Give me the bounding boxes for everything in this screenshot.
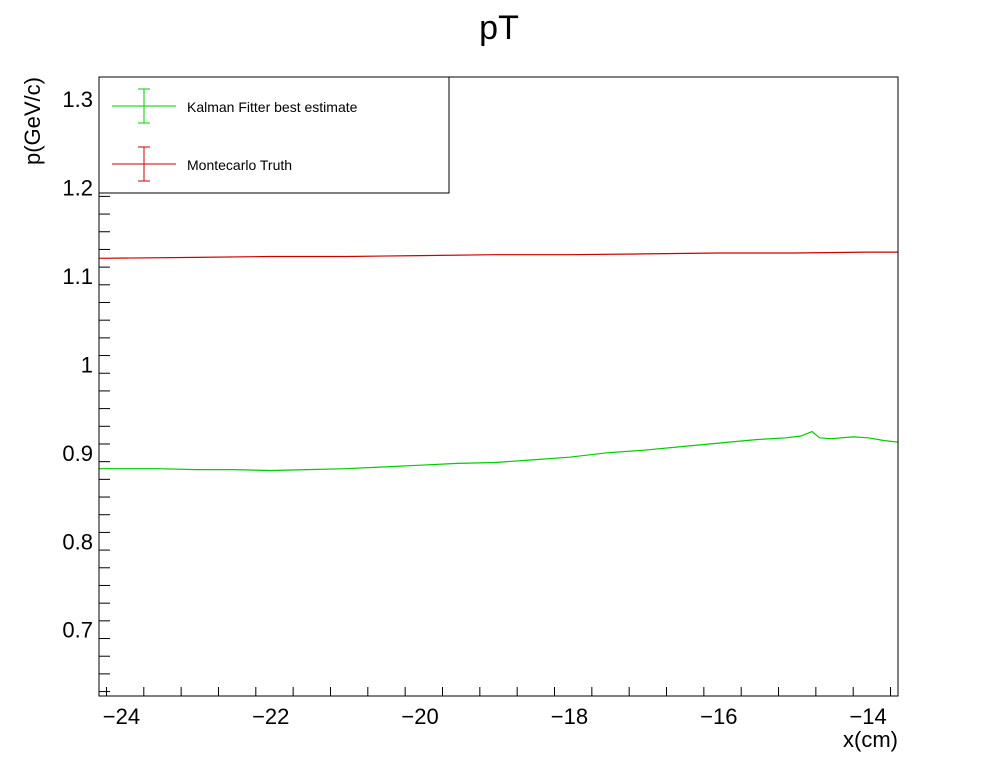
legend-label-kalman: Kalman Fitter best estimate xyxy=(187,99,358,115)
x-tick-label: −22 xyxy=(252,704,289,729)
y-tick-label: 1 xyxy=(81,352,93,377)
x-axis: −24 −22 −20 −18 −16 −14 xyxy=(103,687,892,729)
y-axis-label: p(GeV/c) xyxy=(20,77,45,165)
y-axis: 0.7 0.8 0.9 1 1.1 1.2 1.3 xyxy=(62,87,110,693)
legend: Kalman Fitter best estimate Montecarlo T… xyxy=(98,76,450,194)
y-tick-label: 0.8 xyxy=(62,529,93,554)
x-tick-label: −14 xyxy=(849,704,886,729)
chart-title: pT xyxy=(479,9,519,47)
y-tick-label: 1.1 xyxy=(62,264,93,289)
y-tick-label: 1.2 xyxy=(62,176,93,201)
x-tick-label: −18 xyxy=(551,704,588,729)
plot-frame xyxy=(98,76,899,697)
legend-entry-truth: Montecarlo Truth xyxy=(112,146,292,182)
y-tick-label: 1.3 xyxy=(62,87,93,112)
series-line-truth xyxy=(98,251,898,259)
series-line-kalman xyxy=(99,430,899,472)
legend-box xyxy=(98,76,450,194)
x-tick-label: −16 xyxy=(700,704,737,729)
legend-marker-kalman xyxy=(112,88,176,124)
legend-entry-kalman: Kalman Fitter best estimate xyxy=(112,88,358,124)
legend-marker-truth xyxy=(112,146,176,182)
legend-label-truth: Montecarlo Truth xyxy=(187,157,292,173)
y-tick-label: 0.7 xyxy=(62,618,93,643)
y-tick-label: 0.9 xyxy=(62,441,93,466)
x-axis-label: x(cm) xyxy=(843,727,898,752)
plot-area xyxy=(98,251,899,472)
x-tick-label: −24 xyxy=(103,704,140,729)
x-tick-label: −20 xyxy=(401,704,438,729)
